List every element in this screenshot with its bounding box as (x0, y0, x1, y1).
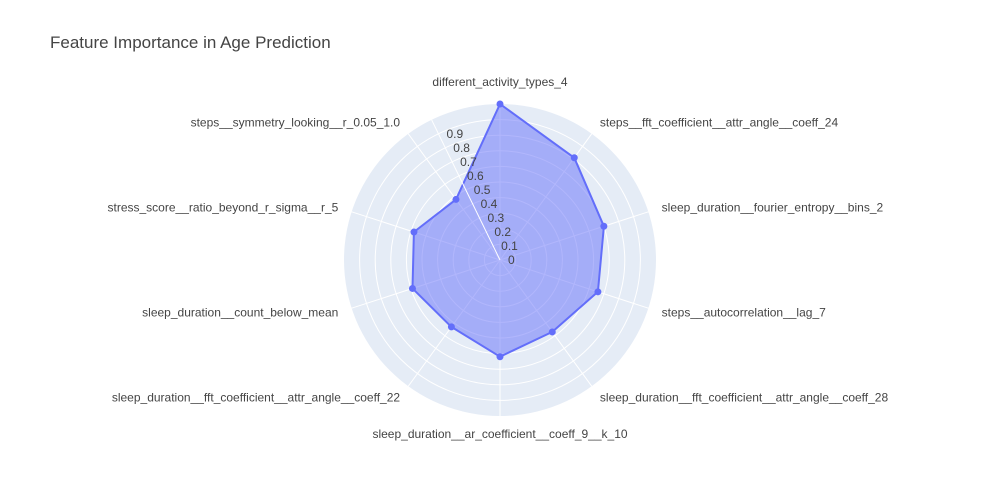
category-labels: different_activity_types_4 steps__fft_coe… (108, 75, 889, 441)
data-area (408, 100, 608, 361)
category-label: sleep_duration__ar_coefficient__coeff_9_… (372, 427, 627, 441)
data-point (496, 353, 504, 361)
radial-tick-label: 0.9 (446, 127, 463, 141)
radial-tick-label: 0.8 (453, 141, 470, 155)
category-label: sleep_duration__count_below_mean (142, 306, 338, 320)
radial-axis-line (431, 119, 501, 261)
category-label: stress_score__ratio_beyond_r_sigma__r_5 (108, 200, 339, 214)
radial-tick-label: 0.3 (487, 211, 504, 225)
data-point (408, 284, 416, 292)
data-point (600, 222, 608, 230)
data-point (548, 328, 556, 336)
data-point (570, 154, 578, 162)
category-label: sleep_duration__fft_coefficient__attr_an… (112, 391, 401, 405)
data-point (594, 288, 602, 296)
radial-tick-label: 0.5 (474, 183, 491, 197)
data-point (452, 195, 460, 203)
data-point (496, 100, 504, 108)
radial-tick-label: 0.6 (467, 169, 484, 183)
chart-title: Feature Importance in Age Prediction (50, 33, 331, 52)
category-label: steps__autocorrelation__lag_7 (662, 306, 826, 320)
category-label: different_activity_types_4 (432, 75, 568, 89)
radial-tick-label: 0.4 (481, 197, 498, 211)
radial-tick-label: 0.1 (501, 239, 518, 253)
category-label: sleep_duration__fourier_entropy__bins_2 (662, 200, 884, 214)
radial-axis: 00.10.20.30.40.50.60.70.80.9 (431, 119, 518, 267)
category-label: sleep_duration__fft_coefficient__attr_an… (600, 391, 889, 405)
radial-tick-label: 0 (508, 253, 515, 267)
radial-tick-label: 0.7 (460, 155, 477, 169)
category-label: steps__fft_coefficient__attr_angle__coef… (600, 115, 839, 129)
data-point (447, 323, 455, 331)
data-point (410, 228, 418, 236)
radial-tick-label: 0.2 (494, 225, 511, 239)
category-label: steps__symmetry_looking__r_0.05_1.0 (191, 115, 401, 129)
